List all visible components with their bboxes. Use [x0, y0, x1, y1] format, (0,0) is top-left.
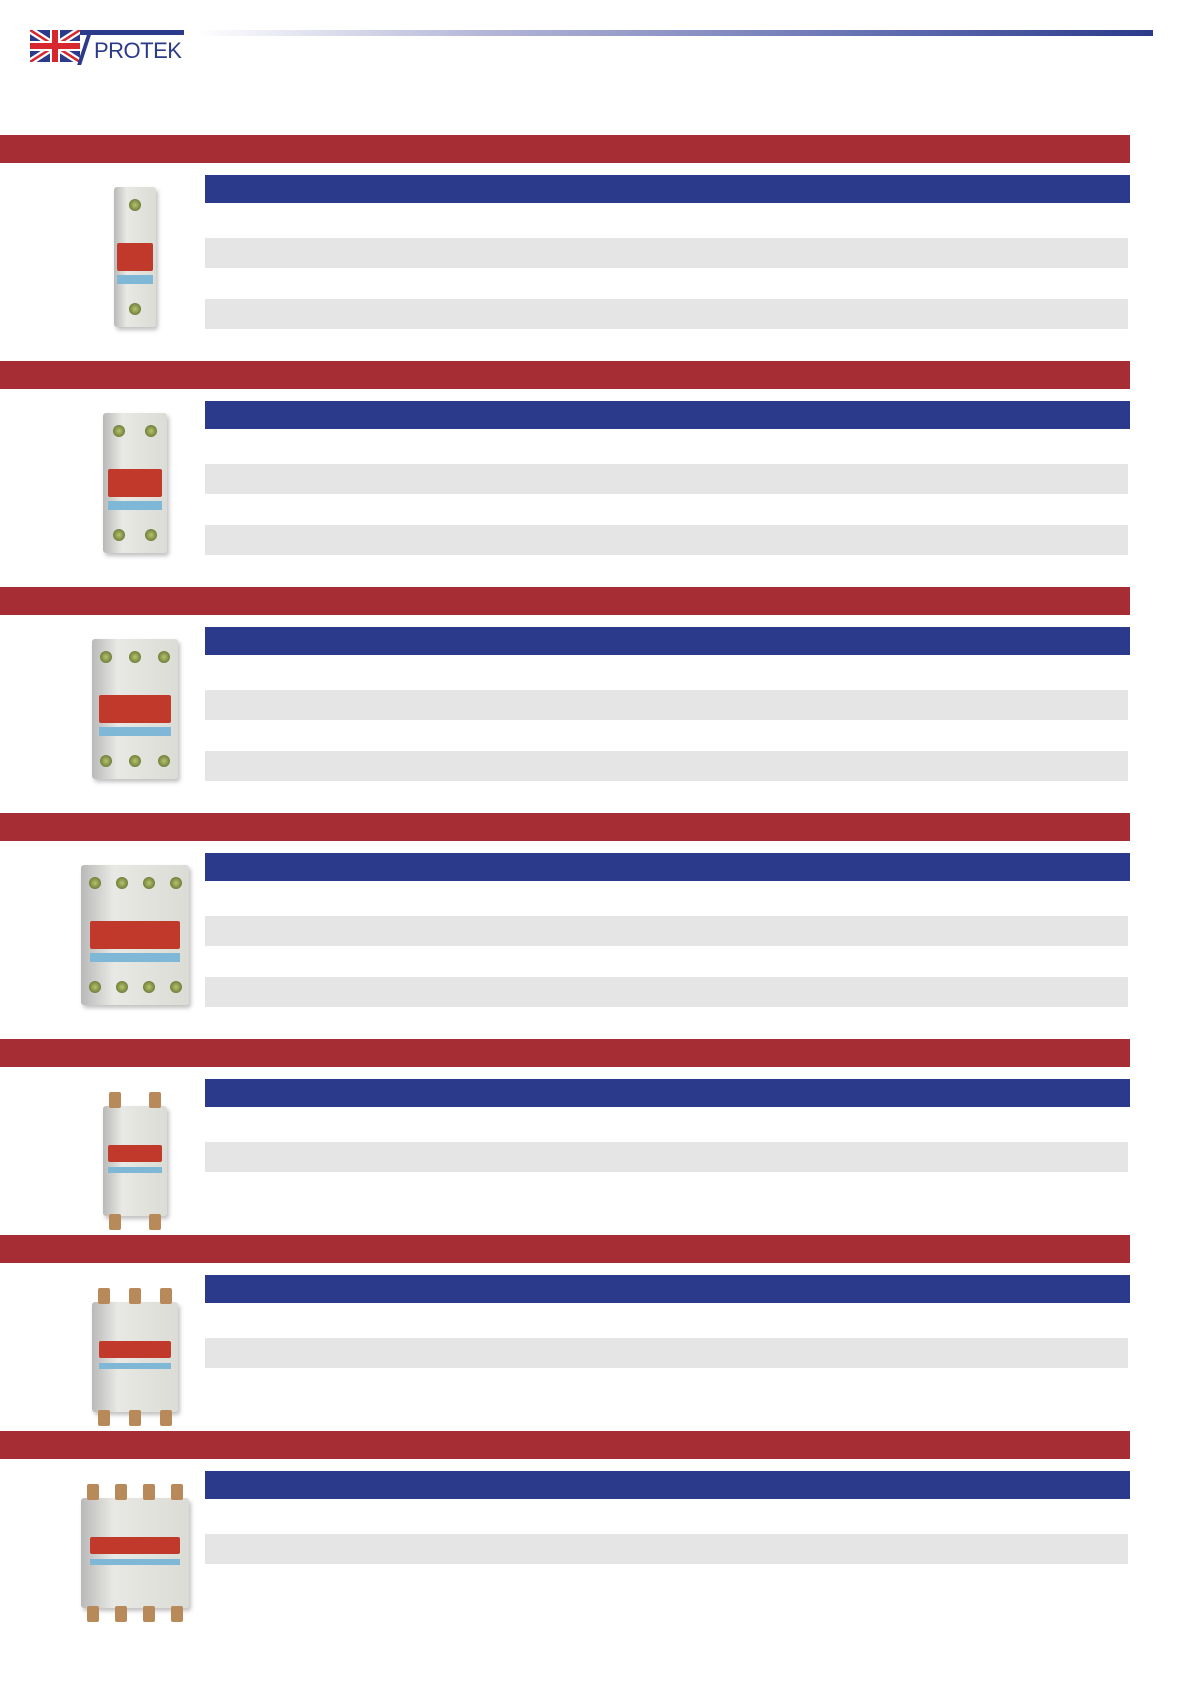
- terminal-screw-icon: [142, 877, 155, 889]
- red-toggle: [98, 695, 172, 723]
- red-toggle: [89, 1536, 181, 1555]
- terminal-lug-icon: [171, 1606, 183, 1622]
- terminal-screw-icon: [100, 755, 113, 767]
- spec-header-bar: [205, 401, 1130, 429]
- spec-row-stripe: [205, 916, 1128, 946]
- terminal-screw-icon: [113, 529, 125, 541]
- terminal-lug-icon: [98, 1288, 110, 1304]
- terminal-screw-icon: [145, 529, 157, 541]
- red-toggle: [89, 921, 181, 949]
- terminal-screw-icon: [115, 981, 128, 993]
- terminal-screw-icon: [169, 877, 182, 889]
- product-image: [60, 1473, 210, 1633]
- header-gradient-line: [195, 30, 1153, 36]
- product-image: [60, 1081, 210, 1241]
- red-toggle: [117, 243, 153, 271]
- spec-row-stripe: [205, 525, 1128, 555]
- spec-row-stripe: [205, 751, 1128, 781]
- terminal-screw-icon: [145, 425, 157, 437]
- terminal-lug-icon: [143, 1606, 155, 1622]
- section-title-bar: [0, 1431, 1130, 1459]
- terminal-screw-icon: [157, 755, 170, 767]
- terminal-lug-icon: [160, 1288, 172, 1304]
- terminal-lug-icon: [143, 1484, 155, 1500]
- spec-row-stripe: [205, 1142, 1128, 1172]
- logo-text: PROTEK: [94, 38, 182, 63]
- spec-row-stripe: [205, 464, 1128, 494]
- spec-row-stripe: [205, 977, 1128, 1007]
- isolator-switch-icon: [103, 1092, 167, 1230]
- product-label: [98, 727, 172, 736]
- red-toggle: [98, 1340, 172, 1359]
- product-label: [108, 1166, 162, 1174]
- terminal-lug-icon: [109, 1092, 121, 1108]
- section-title-bar: [0, 135, 1130, 163]
- product-image: [60, 1277, 210, 1437]
- terminal-screw-icon: [129, 199, 141, 211]
- terminal-screw-icon: [157, 651, 170, 663]
- spec-row-stripe: [205, 238, 1128, 268]
- product-label: [117, 275, 153, 284]
- spec-header-bar: [205, 1471, 1130, 1499]
- isolator-switch-icon: [92, 1288, 178, 1426]
- section-title-bar: [0, 813, 1130, 841]
- union-jack-flag-icon: [30, 30, 80, 62]
- spec-header-bar: [205, 1275, 1130, 1303]
- terminal-lug-icon: [87, 1484, 99, 1500]
- terminal-lug-icon: [87, 1606, 99, 1622]
- isolator-switch-icon: [103, 413, 167, 553]
- section-title-bar: [0, 361, 1130, 389]
- section-title-bar: [0, 1039, 1130, 1067]
- terminal-screw-icon: [88, 877, 101, 889]
- product-label: [108, 501, 162, 510]
- spec-header-bar: [205, 627, 1130, 655]
- terminal-lug-icon: [129, 1288, 141, 1304]
- isolator-switch-icon: [114, 187, 156, 327]
- isolator-switch-icon: [92, 639, 178, 779]
- terminal-lug-icon: [149, 1092, 161, 1108]
- section-title-bar: [0, 1235, 1130, 1263]
- terminal-lug-icon: [160, 1410, 172, 1426]
- terminal-lug-icon: [129, 1410, 141, 1426]
- product-image: [60, 177, 210, 337]
- terminal-lug-icon: [149, 1214, 161, 1230]
- terminal-lug-icon: [115, 1606, 127, 1622]
- spec-row-stripe: [205, 299, 1128, 329]
- product-image: [60, 403, 210, 563]
- red-toggle: [108, 1144, 162, 1163]
- red-toggle: [108, 469, 162, 497]
- terminal-screw-icon: [88, 981, 101, 993]
- product-label: [89, 953, 181, 962]
- terminal-screw-icon: [113, 425, 125, 437]
- section-title-bar: [0, 587, 1130, 615]
- product-label: [89, 1558, 181, 1566]
- terminal-screw-icon: [142, 981, 155, 993]
- terminal-lug-icon: [115, 1484, 127, 1500]
- spec-header-bar: [205, 853, 1130, 881]
- protek-logo: PROTEK: [30, 30, 184, 65]
- spec-row-stripe: [205, 1338, 1128, 1368]
- isolator-switch-icon: [81, 1484, 189, 1622]
- product-image: [60, 629, 210, 789]
- product-label: [98, 1362, 172, 1370]
- spec-row-stripe: [205, 1534, 1128, 1564]
- terminal-screw-icon: [128, 755, 141, 767]
- terminal-screw-icon: [100, 651, 113, 663]
- logo-wordmark: PROTEK: [77, 30, 184, 65]
- spec-header-bar: [205, 1079, 1130, 1107]
- terminal-screw-icon: [115, 877, 128, 889]
- terminal-screw-icon: [169, 981, 182, 993]
- terminal-lug-icon: [171, 1484, 183, 1500]
- isolator-switch-icon: [81, 865, 189, 1005]
- terminal-lug-icon: [98, 1410, 110, 1426]
- terminal-lug-icon: [109, 1214, 121, 1230]
- product-image: [60, 855, 210, 1015]
- terminal-screw-icon: [128, 651, 141, 663]
- terminal-screw-icon: [129, 303, 141, 315]
- spec-row-stripe: [205, 690, 1128, 720]
- spec-header-bar: [205, 175, 1130, 203]
